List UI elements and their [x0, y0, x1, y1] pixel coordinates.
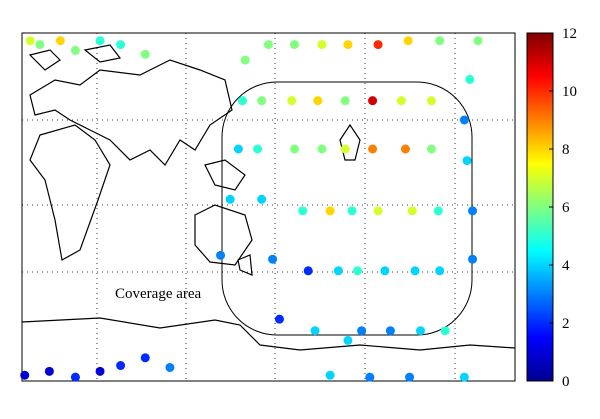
track-point	[403, 36, 413, 46]
track-point	[298, 206, 308, 216]
track-point	[396, 96, 406, 106]
track-point	[333, 266, 343, 276]
track-point	[257, 96, 267, 106]
track-point	[459, 115, 469, 125]
colorbar-tick-label: 2	[562, 316, 570, 332]
track-point	[216, 250, 226, 260]
track-point	[233, 144, 243, 154]
track-point	[325, 206, 335, 216]
annotation: Coverage area	[115, 286, 202, 302]
track-point	[368, 96, 378, 106]
colorbar	[526, 32, 554, 382]
track-point	[35, 40, 45, 50]
track-point	[237, 96, 247, 106]
track-point	[368, 144, 378, 154]
track-point	[407, 206, 417, 216]
track-point	[416, 326, 426, 336]
track-point	[347, 206, 357, 216]
track-point	[465, 74, 475, 84]
track-point	[343, 40, 353, 50]
track-point	[380, 266, 390, 276]
track-point	[426, 144, 436, 154]
track-point	[365, 372, 375, 382]
track-point	[253, 144, 263, 154]
track-point	[225, 194, 235, 204]
track-point	[433, 206, 443, 216]
track-point	[400, 144, 410, 154]
track-point	[473, 36, 483, 46]
track-point	[95, 366, 105, 376]
colorbar-tick-label: 12	[562, 26, 577, 42]
track-point	[55, 36, 65, 46]
track-point	[290, 40, 300, 50]
track-point	[405, 372, 415, 382]
track-point	[140, 353, 150, 363]
colorbar-tick-label: 4	[562, 258, 570, 274]
track-point	[240, 55, 250, 65]
track-point	[25, 36, 35, 46]
track-point	[435, 36, 445, 46]
track-point	[303, 266, 313, 276]
track-point	[468, 206, 478, 216]
colorbar-tick-label: 6	[562, 200, 570, 216]
track-point	[340, 144, 350, 154]
track-point	[95, 36, 105, 46]
track-point	[70, 372, 80, 382]
colorbar-tick-label: 10	[562, 84, 577, 100]
colorbar-tick-label: 0	[562, 374, 570, 390]
track-point	[313, 96, 323, 106]
track-point	[357, 326, 367, 336]
track-point	[440, 326, 450, 336]
track-point	[459, 372, 469, 382]
track-point	[468, 254, 478, 264]
track-point	[264, 40, 273, 50]
track-point	[325, 370, 335, 380]
track-point	[287, 96, 297, 106]
track-point	[290, 144, 300, 154]
track-point	[373, 206, 383, 216]
track-point	[317, 144, 327, 154]
track-point	[426, 96, 436, 106]
track-point	[116, 361, 126, 371]
track-point	[353, 266, 363, 276]
track-point	[116, 40, 126, 50]
colorbar-tick-label: 8	[562, 142, 570, 158]
track-point	[140, 49, 150, 59]
track-point	[268, 254, 278, 264]
track-point	[310, 326, 320, 336]
track-point	[340, 96, 350, 106]
track-point	[20, 370, 30, 380]
map	[22, 33, 515, 381]
track-point	[44, 366, 54, 376]
track-point	[385, 326, 395, 336]
plot-frame	[21, 32, 516, 382]
track-point	[343, 335, 353, 345]
track-point	[462, 156, 472, 166]
track-point	[435, 266, 445, 276]
track-point	[410, 266, 420, 276]
track-point	[373, 40, 383, 50]
track-point	[317, 40, 327, 50]
track-point	[70, 45, 80, 55]
track-point	[257, 194, 267, 204]
track-point	[274, 314, 284, 324]
track-point	[165, 362, 175, 372]
